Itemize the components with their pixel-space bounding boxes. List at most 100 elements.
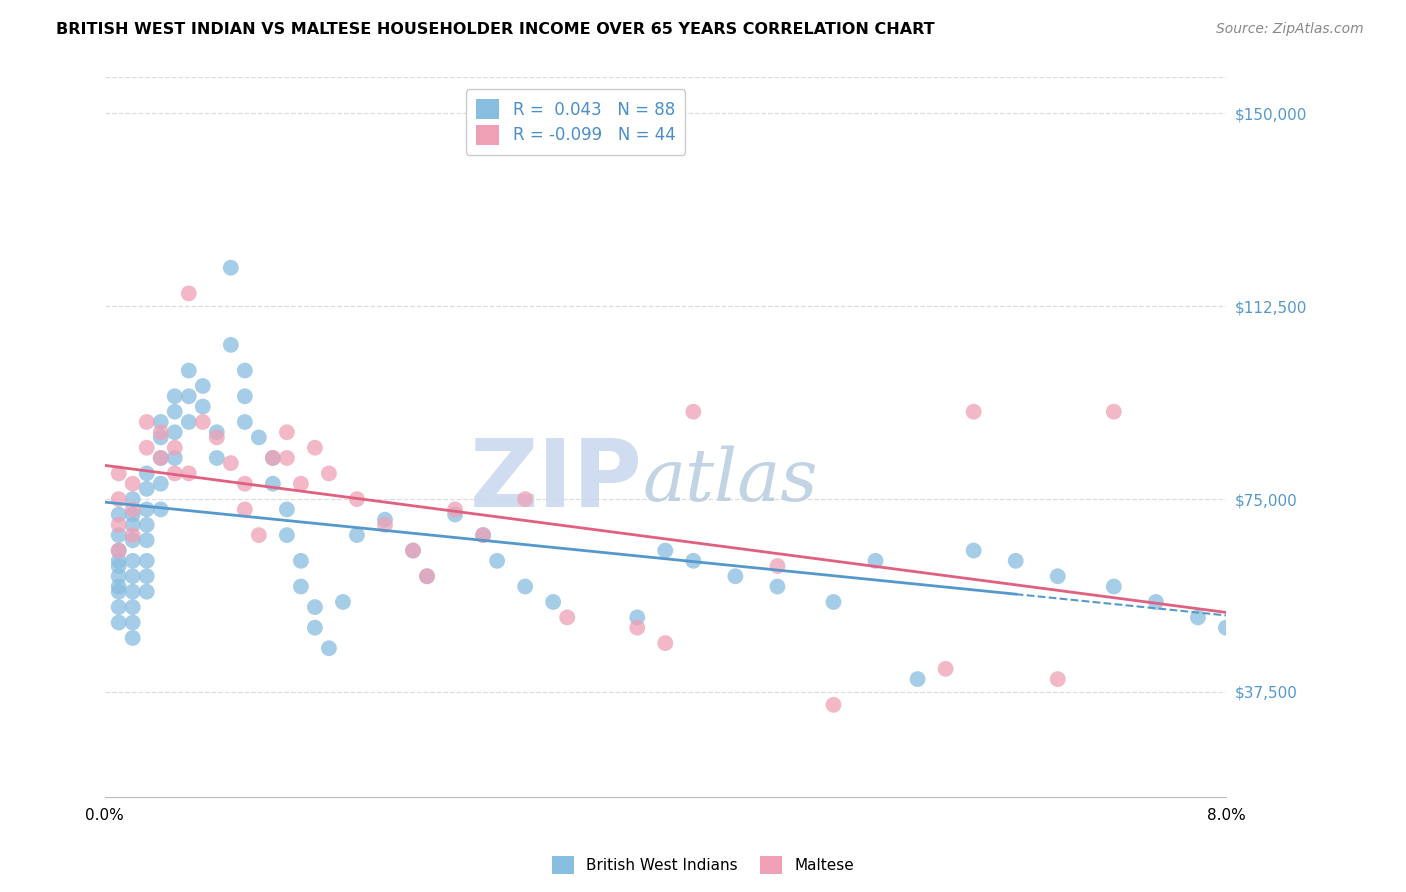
Point — [149, 450, 172, 465]
Point — [135, 569, 157, 583]
Point — [444, 502, 467, 516]
Point — [402, 543, 425, 558]
Point — [121, 492, 143, 507]
Point — [276, 450, 298, 465]
Point — [191, 415, 214, 429]
Point — [318, 641, 340, 656]
Point — [346, 528, 368, 542]
Point — [515, 492, 537, 507]
Point — [121, 476, 143, 491]
Point — [121, 533, 143, 548]
Point — [402, 543, 425, 558]
Point — [962, 543, 984, 558]
Point — [177, 415, 200, 429]
Point — [233, 389, 256, 403]
Text: ZIP: ZIP — [470, 434, 643, 526]
Point — [191, 400, 214, 414]
Point — [654, 543, 676, 558]
Point — [121, 615, 143, 630]
Point — [1187, 610, 1209, 624]
Point — [290, 554, 312, 568]
Point — [163, 450, 186, 465]
Point — [486, 554, 509, 568]
Point — [163, 467, 186, 481]
Point — [304, 441, 326, 455]
Point — [149, 415, 172, 429]
Point — [135, 415, 157, 429]
Point — [107, 558, 129, 573]
Point — [332, 595, 354, 609]
Point — [177, 389, 200, 403]
Point — [346, 492, 368, 507]
Point — [1102, 580, 1125, 594]
Point — [233, 415, 256, 429]
Point — [219, 260, 242, 275]
Point — [177, 467, 200, 481]
Point — [515, 580, 537, 594]
Point — [135, 502, 157, 516]
Point — [935, 662, 957, 676]
Point — [304, 600, 326, 615]
Point — [121, 528, 143, 542]
Point — [191, 379, 214, 393]
Point — [121, 569, 143, 583]
Point — [163, 405, 186, 419]
Point — [304, 621, 326, 635]
Point — [135, 517, 157, 532]
Point — [135, 554, 157, 568]
Point — [107, 580, 129, 594]
Point — [135, 467, 157, 481]
Point — [682, 405, 704, 419]
Point — [1144, 595, 1167, 609]
Point — [626, 610, 648, 624]
Point — [262, 450, 284, 465]
Point — [654, 636, 676, 650]
Point — [149, 450, 172, 465]
Legend: R =  0.043   N = 88, R = -0.099   N = 44: R = 0.043 N = 88, R = -0.099 N = 44 — [465, 89, 685, 154]
Point — [1046, 672, 1069, 686]
Point — [290, 580, 312, 594]
Point — [121, 517, 143, 532]
Point — [107, 554, 129, 568]
Point — [276, 425, 298, 440]
Point — [121, 584, 143, 599]
Point — [121, 631, 143, 645]
Point — [865, 554, 887, 568]
Point — [107, 492, 129, 507]
Point — [724, 569, 747, 583]
Point — [219, 456, 242, 470]
Point — [107, 543, 129, 558]
Point — [682, 554, 704, 568]
Point — [135, 533, 157, 548]
Point — [416, 569, 439, 583]
Point — [907, 672, 929, 686]
Point — [107, 569, 129, 583]
Point — [121, 502, 143, 516]
Point — [766, 580, 789, 594]
Point — [233, 502, 256, 516]
Point — [205, 430, 228, 444]
Point — [233, 476, 256, 491]
Point — [107, 584, 129, 599]
Point — [823, 595, 845, 609]
Point — [135, 482, 157, 496]
Point — [121, 554, 143, 568]
Point — [823, 698, 845, 712]
Text: Source: ZipAtlas.com: Source: ZipAtlas.com — [1216, 22, 1364, 37]
Point — [205, 425, 228, 440]
Point — [107, 528, 129, 542]
Point — [149, 430, 172, 444]
Point — [107, 543, 129, 558]
Point — [233, 363, 256, 377]
Point — [107, 517, 129, 532]
Point — [219, 338, 242, 352]
Point — [135, 584, 157, 599]
Point — [107, 615, 129, 630]
Text: BRITISH WEST INDIAN VS MALTESE HOUSEHOLDER INCOME OVER 65 YEARS CORRELATION CHAR: BRITISH WEST INDIAN VS MALTESE HOUSEHOLD… — [56, 22, 935, 37]
Point — [121, 600, 143, 615]
Point — [177, 286, 200, 301]
Point — [149, 476, 172, 491]
Point — [247, 430, 270, 444]
Point — [163, 441, 186, 455]
Point — [416, 569, 439, 583]
